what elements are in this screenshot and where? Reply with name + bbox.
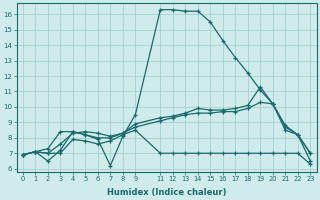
X-axis label: Humidex (Indice chaleur): Humidex (Indice chaleur): [107, 188, 226, 197]
